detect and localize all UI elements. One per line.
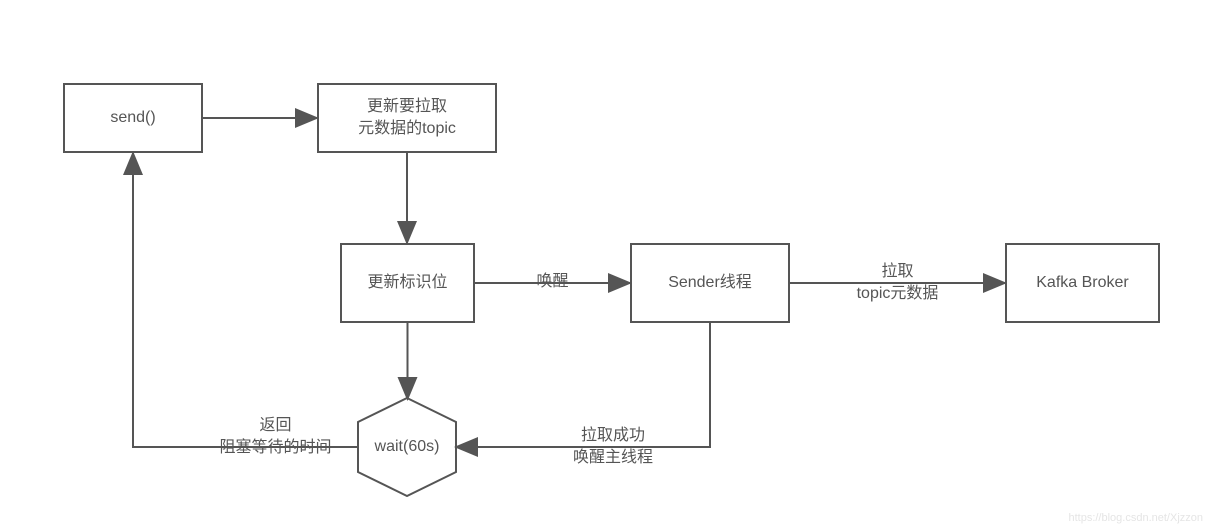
- node-update-topic: 更新要拉取 元数据的topic: [317, 83, 497, 153]
- node-label: Kafka Broker: [1036, 272, 1128, 294]
- edge-label-return: 返回 阻塞等待的时间: [219, 415, 331, 460]
- node-sender: Sender线程: [630, 243, 790, 323]
- node-broker: Kafka Broker: [1005, 243, 1160, 323]
- node-label: wait(60s): [375, 438, 440, 456]
- node-label: 更新要拉取 元数据的topic: [358, 96, 456, 141]
- edge-label-wakeup: 唤醒: [536, 271, 568, 293]
- node-label: 更新标识位: [367, 272, 447, 294]
- node-label: send(): [110, 107, 155, 129]
- node-label: Sender线程: [668, 272, 752, 294]
- node-update-flag: 更新标识位: [340, 243, 475, 323]
- edge-label-fetch-ok: 拉取成功 唤醒主线程: [573, 425, 653, 470]
- watermark: https://blog.csdn.net/Xjzzon: [1068, 512, 1203, 524]
- edge-label-fetch-meta: 拉取 topic元数据: [857, 261, 939, 306]
- node-send: send(): [63, 83, 203, 153]
- node-wait: wait(60s): [357, 397, 457, 497]
